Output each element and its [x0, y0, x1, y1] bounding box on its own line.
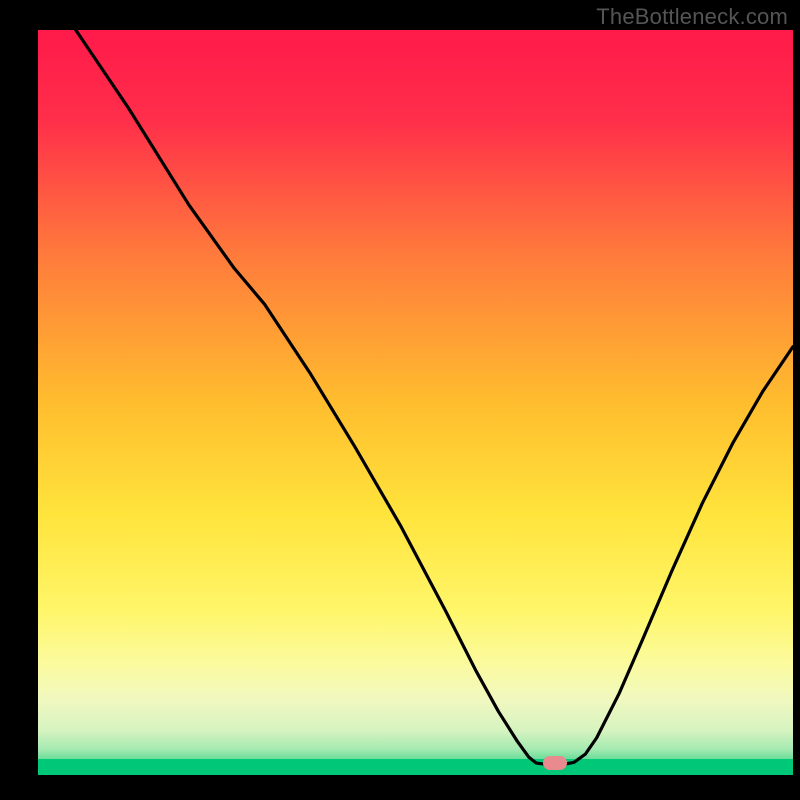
bottleneck-curve	[76, 30, 793, 765]
watermark-text: TheBottleneck.com	[596, 4, 788, 30]
curve-svg	[38, 30, 793, 775]
current-config-marker	[543, 756, 567, 770]
plot-area	[38, 30, 793, 775]
